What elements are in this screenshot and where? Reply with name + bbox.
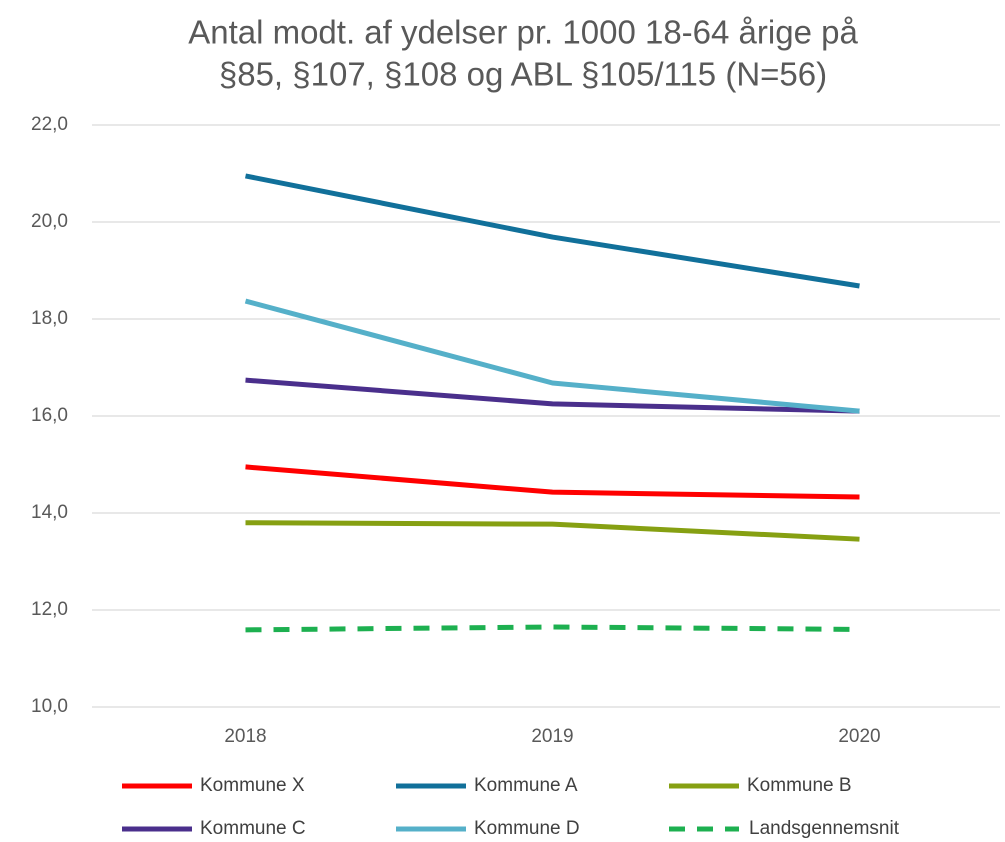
legend-label: Kommune C <box>200 818 306 839</box>
y-tick-label: 12,0 <box>31 599 68 620</box>
legend-label: Landsgennemsnit <box>749 818 900 839</box>
y-tick-label: 14,0 <box>31 502 68 523</box>
legend-label: Kommune B <box>747 775 852 796</box>
y-tick-label: 20,0 <box>31 211 68 232</box>
x-tick-label: 2018 <box>224 726 266 747</box>
chart-title: §85, §107, §108 og ABL §105/115 (N=56) <box>219 56 827 93</box>
series-line <box>245 520 860 542</box>
y-tick-label: 22,0 <box>31 114 68 135</box>
series-line <box>244 298 860 414</box>
series-line <box>245 377 860 414</box>
legend-label: Kommune A <box>474 775 578 796</box>
y-tick-label: 16,0 <box>31 405 68 426</box>
chart-title: Antal modt. af ydelser pr. 1000 18-64 år… <box>188 14 858 51</box>
x-tick-label: 2020 <box>838 726 880 747</box>
legend-label: Kommune X <box>200 775 305 796</box>
y-tick-label: 10,0 <box>31 696 68 717</box>
legend-label: Kommune D <box>474 818 580 839</box>
y-tick-label: 18,0 <box>31 308 68 329</box>
series-line <box>245 464 860 500</box>
x-tick-label: 2019 <box>531 726 573 747</box>
series-line <box>245 624 860 633</box>
series-line <box>245 173 860 289</box>
